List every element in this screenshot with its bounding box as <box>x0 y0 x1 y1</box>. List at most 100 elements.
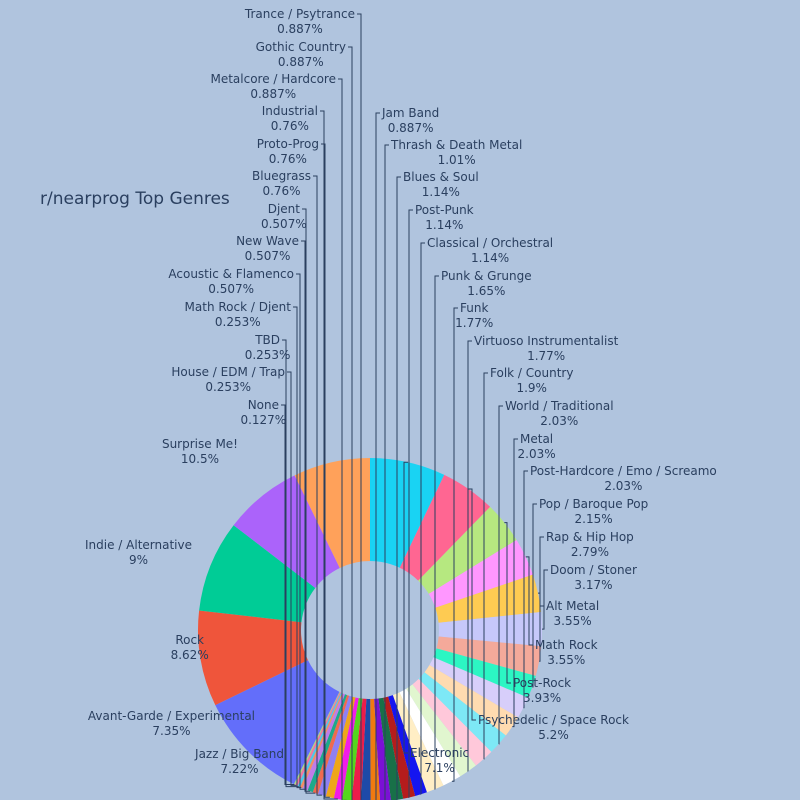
slice-label: Post-Hardcore / Emo / Screamo 2.03% <box>530 464 717 493</box>
leader-line <box>498 405 503 745</box>
pie-slice <box>295 692 341 786</box>
slice-label: Rap & Hip Hop 2.79% <box>546 530 634 559</box>
pie-slice <box>300 693 343 789</box>
slice-label-percent: 0.507% <box>245 249 291 263</box>
slice-label-percent: 1.65% <box>467 284 505 298</box>
pie-slice <box>294 458 370 568</box>
leader-line <box>302 208 316 794</box>
leader-line <box>504 522 511 684</box>
leader-line <box>375 112 380 800</box>
slice-label-percent: 0.76% <box>262 184 300 198</box>
pie-slice <box>233 475 340 588</box>
slice-label-percent: 1.77% <box>527 349 565 363</box>
slice-label: Gothic Country 0.887% <box>256 40 346 69</box>
slice-label-percent: 7.1% <box>424 761 455 775</box>
leader-line <box>293 306 302 789</box>
slice-label: Proto-Prog 0.76% <box>257 137 319 166</box>
leader-line <box>313 175 322 796</box>
leader-line <box>282 339 299 788</box>
slice-label-name: Jazz / Big Band <box>194 747 284 761</box>
slice-label-percent: 3.55% <box>554 614 592 628</box>
slice-label-percent: 8.62% <box>171 648 209 662</box>
slice-label: Alt Metal 3.55% <box>546 599 599 628</box>
slice-label-name: Rock <box>175 633 204 647</box>
slice-label-percent: 7.22% <box>220 762 258 776</box>
labels-group: Electronic 7.1% Psychedelic / Space Rock 5.… <box>85 7 717 776</box>
leader-line <box>525 556 533 646</box>
slice-label-percent: 0.253% <box>245 348 291 362</box>
leader-line <box>384 144 389 800</box>
slice-label-percent: 3.17% <box>574 578 612 592</box>
leader-line <box>532 503 537 688</box>
slice-label: Metalcore / Hardcore 0.887% <box>210 72 336 101</box>
pie-slice <box>424 665 519 736</box>
slice-label-percent: 1.9% <box>516 381 547 395</box>
leader-line <box>296 273 306 790</box>
slice-label: Funk 1.77% <box>455 301 493 330</box>
pie-slice <box>370 698 381 800</box>
pie-slice <box>412 678 492 766</box>
slice-label-name: Surprise Me! <box>162 437 238 451</box>
slice-label-name: Alt Metal <box>546 599 599 613</box>
slice-label-name: Rap & Hip Hop <box>546 530 634 544</box>
slice-label-name: Punk & Grunge <box>441 269 532 283</box>
pie-slice <box>399 688 461 786</box>
slice-label: Psychedelic / Space Rock 5.2% <box>478 713 629 742</box>
slice-label-name: Indie / Alternative <box>85 538 192 552</box>
slice-label-percent: 0.127% <box>240 413 286 427</box>
leader-line <box>408 209 413 798</box>
slice-label-percent: 1.77% <box>455 316 493 330</box>
slice-label-percent: 2.03% <box>540 414 578 428</box>
slice-label-percent: 9% <box>129 553 148 567</box>
slice-label-percent: 5.2% <box>538 728 569 742</box>
pie-slice <box>383 696 416 799</box>
slice-label-name: Math Rock <box>535 638 598 652</box>
slice-label-name: World / Traditional <box>505 399 614 413</box>
slice-label: Indie / Alternative 9% <box>85 538 192 567</box>
leader-line <box>541 569 548 630</box>
slice-label-percent: 2.03% <box>518 447 556 461</box>
slice-label: World / Traditional 2.03% <box>505 399 614 428</box>
pie-slice <box>418 506 517 594</box>
slice-label-name: Industrial <box>262 104 318 118</box>
slice-label: Virtuoso Instrumentalist 1.77% <box>474 334 619 363</box>
slice-label-percent: 2.03% <box>604 479 642 493</box>
slice-label-name: Math Rock / Djent <box>185 300 292 314</box>
slice-label: Industrial 0.76% <box>262 104 318 133</box>
pie-slice <box>388 695 427 796</box>
pie-slice <box>438 612 543 647</box>
leader-line <box>483 372 488 760</box>
slice-label-percent: 7.35% <box>152 724 190 738</box>
slice-label: Doom / Stoner 3.17% <box>550 563 637 592</box>
pie-slice <box>215 660 340 785</box>
slice-label: Rock 8.62% <box>171 633 209 662</box>
slice-label-name: None <box>248 398 279 412</box>
slice-label-name: Djent <box>268 202 301 216</box>
slice-label: Folk / Country 1.9% <box>490 366 573 395</box>
leader-line <box>320 110 338 800</box>
slice-label-percent: 1.01% <box>438 153 476 167</box>
slice-label: Bluegrass 0.76% <box>252 169 311 198</box>
slice-label: Trance / Psytrance 0.887% <box>244 7 355 36</box>
slice-label: Pop / Baroque Pop 2.15% <box>539 497 648 526</box>
chart-title: r/nearprog Top Genres <box>40 189 230 209</box>
slice-label-name: Classical / Orchestral <box>427 236 553 250</box>
slice-label: Blues & Soul 1.14% <box>403 170 479 199</box>
slice-label-name: Electronic <box>410 746 469 760</box>
pie-slice <box>433 648 536 698</box>
leader-line <box>338 78 347 800</box>
slice-label: TBD 0.253% <box>245 333 291 362</box>
slice-label: None 0.127% <box>240 398 286 427</box>
slice-label: Jam Band 0.887% <box>381 106 439 135</box>
slice-label-name: Post-Rock <box>513 676 571 690</box>
slice-label-percent: 0.76% <box>271 119 309 133</box>
pie-slice <box>317 695 353 797</box>
slice-label: Avant-Garde / Experimental 7.35% <box>88 709 255 738</box>
slice-label-name: New Wave <box>236 234 299 248</box>
slice-label-name: House / EDM / Trap <box>171 365 285 379</box>
slice-label: Metal 2.03% <box>518 432 556 461</box>
slice-label: Math Rock / Djent 0.253% <box>185 300 292 329</box>
slice-label: Post-Rock 3.93% <box>513 676 571 705</box>
pie-slice <box>312 695 350 794</box>
slice-label-name: Metal <box>520 432 553 446</box>
